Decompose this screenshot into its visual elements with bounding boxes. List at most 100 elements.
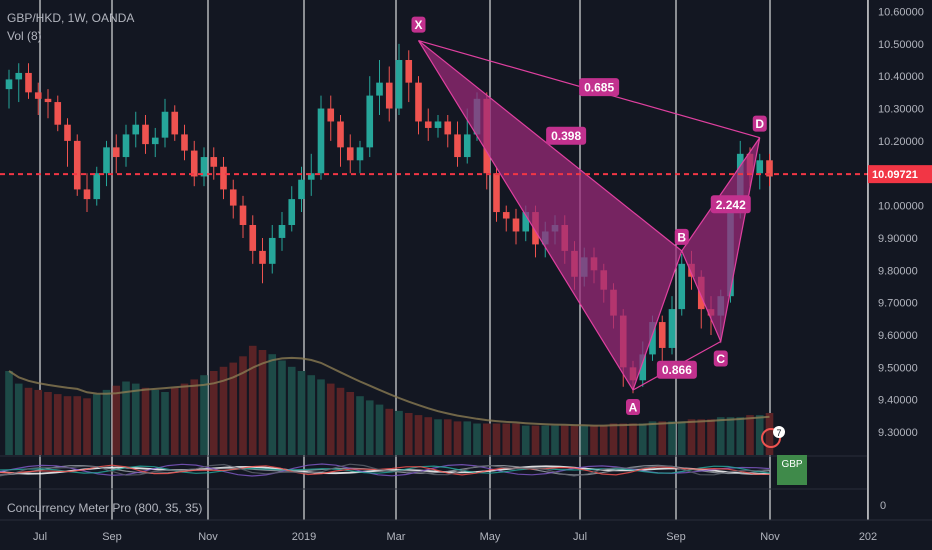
volume-bar xyxy=(551,425,559,455)
price-tick: 10.30000 xyxy=(878,104,924,116)
volume-bar xyxy=(619,423,628,455)
svg-text:A: A xyxy=(629,401,638,415)
volume-bar xyxy=(151,389,160,455)
indicator-line xyxy=(0,464,770,476)
svg-text:D: D xyxy=(755,117,764,131)
volume-bar xyxy=(239,356,247,455)
volume-bar xyxy=(463,421,472,455)
candle xyxy=(249,215,257,264)
pattern-point-x: X xyxy=(411,16,426,33)
pattern-ratio-label: 0.866 xyxy=(656,360,697,379)
volume-label[interactable]: Vol (8) xyxy=(7,29,42,43)
candle xyxy=(756,153,764,190)
volume-ma-line xyxy=(8,356,770,427)
volume-bar xyxy=(307,375,316,455)
candle xyxy=(366,76,374,158)
candle xyxy=(307,153,315,196)
time-tick: Sep xyxy=(666,531,686,543)
svg-text:X: X xyxy=(414,18,422,32)
volume-bar xyxy=(278,360,286,455)
time-tick: Mar xyxy=(387,531,406,543)
candle xyxy=(337,115,344,167)
volume-bar xyxy=(492,423,501,455)
volume-bar xyxy=(229,362,238,455)
time-axis[interactable]: Jul Sep Nov 2019 Mar May Jul Sep Nov 202 xyxy=(0,519,932,543)
svg-text:7: 7 xyxy=(776,428,781,438)
candle xyxy=(15,63,23,103)
svg-text:B: B xyxy=(677,230,686,244)
volume-bar xyxy=(268,354,277,455)
volume-bar xyxy=(209,371,218,455)
volume-bar xyxy=(502,423,511,455)
candle xyxy=(268,225,276,274)
candle xyxy=(512,208,520,245)
symbol-title[interactable]: GBP/HKD, 1W, OANDA xyxy=(7,11,134,25)
time-tick: 2019 xyxy=(292,531,316,543)
volume-bar xyxy=(131,383,140,455)
price-tick: 10.50000 xyxy=(878,39,924,51)
volume-bar xyxy=(473,423,481,455)
alert-icon xyxy=(761,428,781,448)
volume-bar xyxy=(424,417,433,455)
volume-bar xyxy=(404,413,413,455)
candle xyxy=(317,95,325,180)
pattern-point-a: A xyxy=(626,399,640,415)
volume-bar xyxy=(5,371,13,455)
price-tick: 10.20000 xyxy=(878,136,924,148)
candle xyxy=(25,63,32,99)
volume-bar xyxy=(580,425,589,455)
candle xyxy=(239,195,247,238)
volume-bar xyxy=(609,423,618,455)
time-tick: May xyxy=(480,531,501,543)
price-tick: 9.50000 xyxy=(878,362,918,374)
time-tick: Nov xyxy=(198,531,218,543)
candle xyxy=(34,82,42,115)
volume-bar xyxy=(336,387,345,455)
candle xyxy=(356,140,364,174)
volume-bar xyxy=(677,421,686,455)
volume-bar xyxy=(365,400,374,455)
candle xyxy=(259,237,266,284)
candle xyxy=(278,212,286,251)
candle xyxy=(83,173,91,213)
volume-bar xyxy=(34,389,43,455)
volume-bar xyxy=(24,387,33,455)
indicator-badge: GBP xyxy=(777,455,807,485)
pattern-triangle xyxy=(417,40,683,392)
candle xyxy=(112,134,120,174)
svg-text:GBP: GBP xyxy=(781,459,802,470)
price-tick: 9.80000 xyxy=(878,265,918,277)
volume-bar xyxy=(141,387,150,455)
svg-text:0.866: 0.866 xyxy=(662,363,692,377)
indicator-tick: 0 xyxy=(880,500,886,512)
price-axis[interactable]: 10.60000 10.50000 10.40000 10.30000 10.20000… xyxy=(867,0,932,520)
volume-bar xyxy=(638,423,647,455)
candle xyxy=(444,115,452,148)
candle xyxy=(54,95,62,132)
price-tick: 10.40000 xyxy=(878,71,924,83)
volume-bar xyxy=(658,421,667,455)
volume-bar xyxy=(521,425,530,455)
indicator-label[interactable]: Concurrency Meter Pro (800, 35, 35) xyxy=(7,501,202,515)
volume-bar xyxy=(541,425,550,455)
svg-text:0.398: 0.398 xyxy=(551,129,581,143)
candle xyxy=(385,66,393,122)
volume-bar xyxy=(560,425,569,455)
volume-bar xyxy=(755,415,764,455)
volume-bar xyxy=(707,419,715,455)
volume-bar xyxy=(668,421,676,455)
candle xyxy=(434,115,442,138)
volume-bar xyxy=(434,419,442,455)
volume-bar xyxy=(629,423,637,455)
candle xyxy=(766,153,773,187)
volume-bar xyxy=(297,371,306,455)
candle xyxy=(161,98,169,148)
time-tick: Sep xyxy=(102,531,122,543)
candle xyxy=(658,315,666,361)
volume-bar xyxy=(765,413,774,455)
volume-bar xyxy=(531,425,540,455)
price-tick: 9.70000 xyxy=(878,298,918,310)
candle xyxy=(103,140,110,187)
candle xyxy=(668,296,676,355)
